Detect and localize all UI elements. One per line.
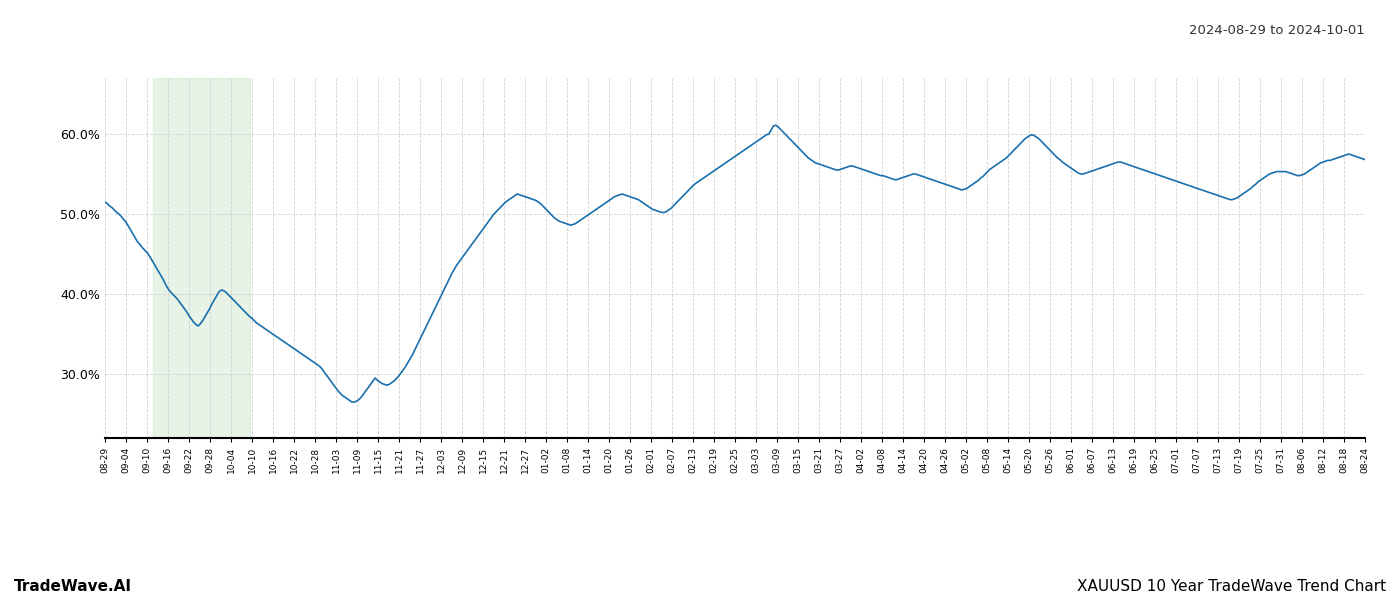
Bar <box>153 78 251 438</box>
Text: 2024-08-29 to 2024-10-01: 2024-08-29 to 2024-10-01 <box>1189 24 1365 37</box>
Text: TradeWave.AI: TradeWave.AI <box>14 579 132 594</box>
Text: XAUUSD 10 Year TradeWave Trend Chart: XAUUSD 10 Year TradeWave Trend Chart <box>1077 579 1386 594</box>
